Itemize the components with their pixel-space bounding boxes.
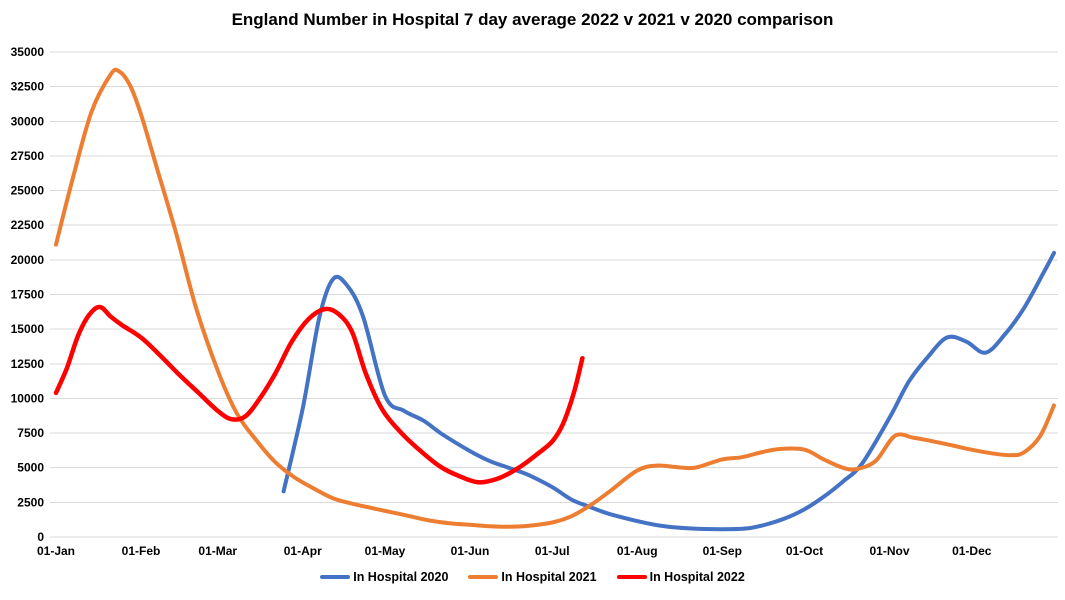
- y-tick-label: 12500: [11, 357, 45, 371]
- x-tick-label: 01-Nov: [869, 544, 909, 558]
- x-tick-label: 01-May: [365, 544, 406, 558]
- y-tick-label: 5000: [17, 461, 44, 475]
- x-tick-label: 01-Apr: [284, 544, 322, 558]
- legend-line-swatch-2020-icon: [320, 575, 351, 579]
- y-tick-label: 32500: [11, 80, 45, 94]
- x-tick-label: 01-Sep: [703, 544, 742, 558]
- y-tick-label: 25000: [11, 184, 45, 198]
- y-tick-label: 15000: [11, 322, 45, 336]
- y-tick-label: 27500: [11, 149, 45, 163]
- x-tick-label: 01-Dec: [952, 544, 992, 558]
- y-tick-label: 22500: [11, 218, 45, 232]
- y-tick-label: 30000: [11, 114, 45, 128]
- series-line-in-hospital-2022: [53, 304, 585, 485]
- x-tick-label: 01-Jul: [535, 544, 570, 558]
- legend-label-2022: In Hospital 2022: [649, 570, 745, 584]
- x-tick-label: 01-Aug: [617, 544, 658, 558]
- y-tick-label: 0: [37, 530, 44, 544]
- legend-line-swatch-2022-icon: [616, 575, 647, 579]
- y-tick-label: 7500: [17, 426, 44, 440]
- y-tick-label: 10000: [11, 391, 45, 405]
- y-tick-label: 17500: [11, 288, 45, 302]
- series-line-in-hospital-2021: [54, 67, 1056, 529]
- x-tick-label: 01-Mar: [198, 544, 237, 558]
- legend-item-in-hospital-2020: In Hospital 2020: [320, 570, 448, 584]
- chart-title: England Number in Hospital 7 day average…: [231, 10, 834, 29]
- series-line-in-hospital-2020: [281, 250, 1056, 532]
- x-tick-label: 01-Feb: [122, 544, 161, 558]
- legend-item-in-hospital-2022: In Hospital 2022: [616, 570, 745, 584]
- x-tick-label: 01-Jan: [37, 544, 75, 558]
- x-tick-label: 01-Oct: [786, 544, 823, 558]
- legend-item-in-hospital-2021: In Hospital 2021: [468, 570, 597, 584]
- y-tick-label: 20000: [11, 253, 45, 267]
- legend-label-2020: In Hospital 2020: [353, 570, 449, 584]
- y-tick-label: 35000: [11, 45, 45, 59]
- y-tick-label: 2500: [17, 495, 44, 509]
- chart-legend: In Hospital 2020 In Hospital 2021 In Hos…: [0, 570, 1065, 584]
- legend-label-2021: In Hospital 2021: [501, 570, 597, 584]
- x-tick-label: 01-Jun: [451, 544, 490, 558]
- legend-line-swatch-2021-icon: [468, 575, 499, 579]
